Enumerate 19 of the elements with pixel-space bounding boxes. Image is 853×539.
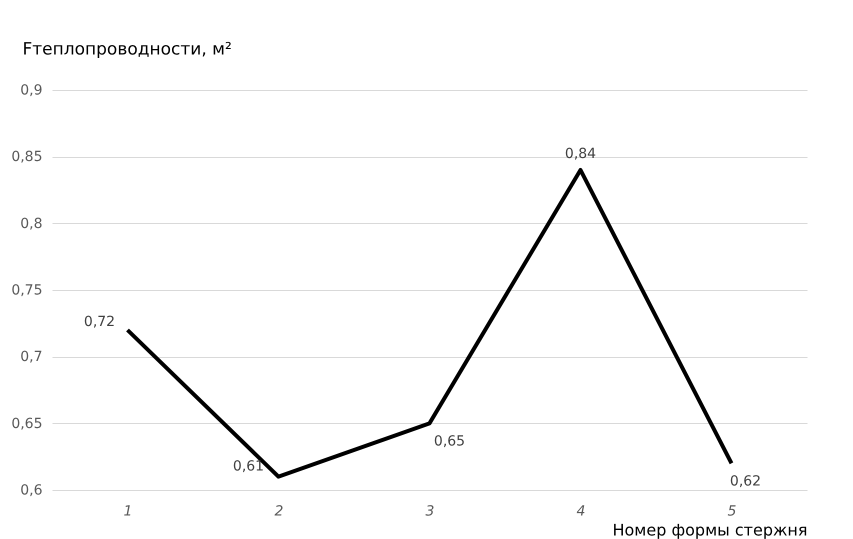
x-tick-label: 1 xyxy=(124,504,132,520)
x-axis-title: Номер формы стержня xyxy=(612,520,808,539)
y-tick-label: 0,85 xyxy=(11,149,42,166)
x-tick-label: 5 xyxy=(728,504,737,520)
text: 0,62 xyxy=(730,473,762,490)
y-tick-label: 0,7 xyxy=(20,349,42,366)
x-tick-label: 2 xyxy=(274,504,284,520)
y-tick-label: 0,9 xyxy=(20,82,42,98)
text: 0,72 xyxy=(84,314,116,330)
y-tick-label: 0,8 xyxy=(20,216,42,232)
y-tick-label: 0,65 xyxy=(11,416,42,432)
x-tick-label: 4 xyxy=(576,504,586,520)
x-tick-label: 3 xyxy=(426,504,434,520)
y-axis-title: Fтеплопроводности, м² xyxy=(22,40,232,60)
y-tick-label: 0,75 xyxy=(11,282,42,298)
text: 0,84 xyxy=(564,146,596,162)
text: 0,61 xyxy=(232,458,264,475)
y-tick-label: 0,6 xyxy=(20,482,43,498)
text: 0,65 xyxy=(434,433,466,450)
